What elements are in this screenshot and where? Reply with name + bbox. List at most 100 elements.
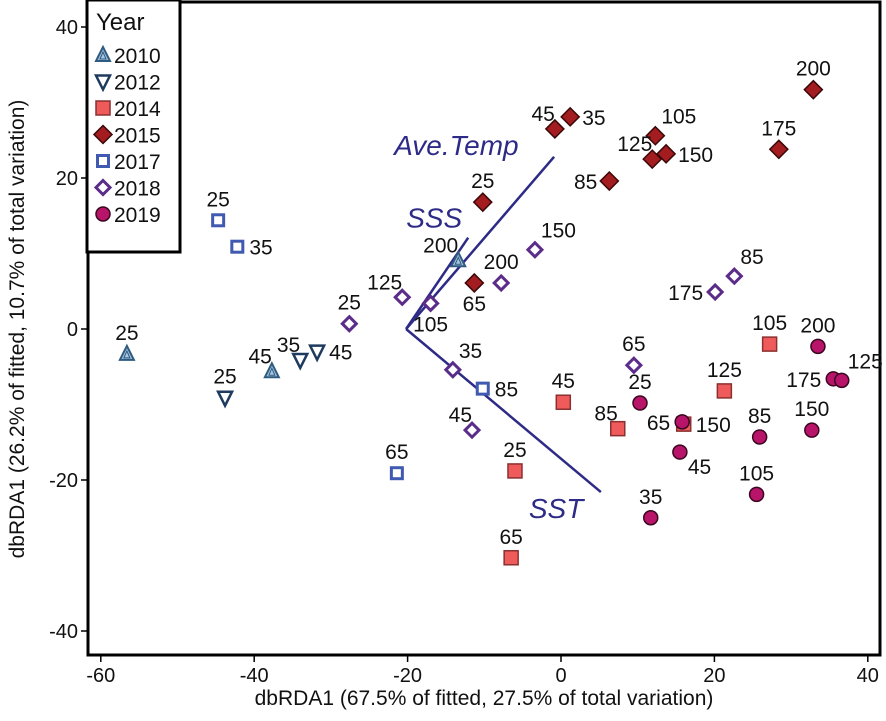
point-label: 35 (249, 237, 272, 260)
point-label: 25 (471, 170, 494, 193)
point-label: 200 (423, 234, 458, 257)
point-label: 65 (385, 441, 408, 464)
point-label: 45 (248, 345, 271, 368)
point-2015 (544, 118, 565, 139)
legend-marker-2014 (95, 100, 111, 116)
x-tick-label: -40 (240, 665, 269, 687)
point-2014 (555, 394, 572, 410)
point-2010-inner (454, 256, 462, 265)
point-2018 (443, 360, 462, 379)
legend-label-2012: 2012 (114, 72, 161, 95)
series-2014: 45 25 65 85 125 105 150 (499, 312, 787, 566)
point-label: 25 (115, 322, 138, 345)
point-label: 105 (413, 313, 448, 336)
points: 25 45 200 25 35 45 45 25 65 85 125 105 150 45 35 25 65 85… (115, 58, 883, 566)
legend-marker-2010-inner (99, 50, 107, 60)
series-2017: 25 35 85 65 (206, 188, 518, 481)
point-label: 65 (463, 293, 486, 316)
vectors: Ave.Temp SSS SST (392, 130, 602, 524)
point-2017 (475, 381, 490, 396)
point-2018 (393, 288, 412, 307)
point-label: 85 (740, 246, 763, 269)
point-2017 (230, 239, 245, 254)
x-axis-label: dbRDA1 (67.5% of fitted, 27.5% of total … (255, 687, 714, 710)
point-label: 150 (794, 398, 829, 421)
point-label: 85 (495, 379, 518, 402)
point-label: 175 (761, 117, 796, 140)
axes: -60 -40 -20 0 20 40 -40 -20 0 20 40 (49, 17, 879, 687)
point-label: 85 (594, 403, 617, 426)
point-2012 (308, 344, 327, 363)
x-tick-label: -20 (393, 665, 422, 687)
point-label: 105 (661, 106, 696, 129)
point-2014 (503, 550, 519, 566)
point-2012 (291, 352, 310, 371)
point-2014 (716, 383, 733, 399)
legend-label-2014: 2014 (114, 98, 161, 121)
point-2012 (216, 390, 235, 409)
point-2010 (263, 361, 281, 379)
point-label: 125 (367, 271, 402, 294)
vector-label: SST (529, 493, 585, 524)
point-2015 (645, 125, 666, 146)
point-2019 (642, 510, 659, 526)
point-label: 200 (800, 314, 835, 337)
point-label: 200 (796, 58, 831, 81)
y-tick-label: 40 (56, 17, 78, 39)
series-2019: 25 35 45 65 85 105 150 175 200 125 (628, 314, 883, 526)
x-tick-label: 20 (703, 665, 725, 687)
point-2015 (656, 143, 677, 164)
point-2010 (118, 343, 136, 361)
point-2018 (525, 240, 545, 259)
legend-label-2019: 2019 (114, 204, 161, 227)
point-2018 (725, 267, 744, 286)
x-tick-label: -60 (86, 665, 115, 687)
legend-label-2010: 2010 (114, 45, 161, 68)
point-2019 (674, 414, 690, 430)
point-label: 175 (668, 282, 703, 305)
point-2019 (751, 429, 768, 445)
point-2010-inner (123, 349, 131, 359)
point-label: 105 (739, 462, 774, 485)
y-tick-label: 0 (67, 319, 78, 341)
point-label: 125 (707, 359, 742, 382)
point-2014 (507, 463, 523, 479)
legend-marker-2019 (95, 206, 111, 222)
point-2018 (421, 294, 440, 313)
vector-label: Ave.Temp (392, 130, 519, 161)
point-label: 175 (786, 369, 821, 392)
point-2018 (462, 421, 482, 440)
x-tick-label: 40 (857, 665, 879, 687)
point-label: 65 (647, 412, 670, 435)
series-2015: 45 35 25 65 85 105 125 150 175 200 (463, 58, 831, 316)
point-label: 150 (678, 144, 713, 167)
point-label: 45 (532, 103, 555, 126)
point-label: 35 (459, 340, 482, 363)
point-2017 (389, 466, 404, 481)
point-2019 (804, 422, 820, 438)
point-2015 (464, 272, 485, 294)
point-2018 (340, 314, 359, 333)
point-label: 25 (338, 292, 361, 315)
y-tick-label: -20 (49, 470, 78, 492)
point-label: 45 (329, 342, 352, 365)
legend-title: Year (96, 9, 145, 36)
point-label: 35 (639, 486, 662, 509)
point-label: 125 (617, 133, 652, 156)
point-2015 (560, 106, 581, 127)
point-label: 35 (277, 334, 300, 357)
point-2018 (706, 282, 725, 302)
point-label: 200 (484, 251, 519, 274)
legend-marker-2012 (93, 74, 113, 93)
legend-label-2017: 2017 (114, 151, 161, 174)
x-tick-label: 0 (555, 665, 566, 687)
legend-label-2015: 2015 (114, 125, 161, 148)
point-2010-inner (268, 367, 276, 376)
series-2012: 25 35 45 (213, 334, 352, 409)
point-label: 25 (206, 188, 229, 211)
series-2018: 25 125 105 35 45 200 150 65 175 85 (338, 220, 764, 440)
point-2019 (748, 486, 765, 503)
point-2015 (642, 149, 663, 170)
legend-marker-2010 (94, 44, 112, 62)
